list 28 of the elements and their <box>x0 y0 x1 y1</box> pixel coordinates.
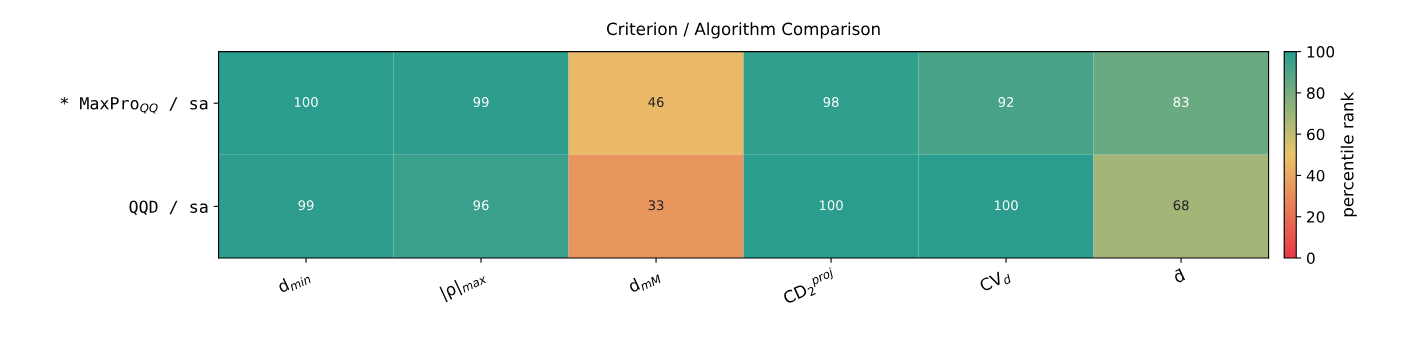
y-tick-label: QQD / sa <box>129 200 208 215</box>
color-bar-title: percentile rank <box>1340 91 1357 217</box>
data-label: 100 <box>819 200 843 211</box>
color-bar-label: 40 <box>1306 169 1325 182</box>
color-bar-label: 20 <box>1307 211 1325 223</box>
data-label: 33 <box>648 200 664 211</box>
x-tick-label: CD$_{2}$$^{proj}$ <box>781 267 838 307</box>
data-label: 92 <box>998 97 1014 108</box>
data-label: 46 <box>648 97 664 108</box>
data-label: 68 <box>1173 200 1189 211</box>
color-bar-label: 80 <box>1307 87 1325 99</box>
x-tick-label: d$_{mM}$ <box>627 268 662 296</box>
data-label: 83 <box>1173 97 1189 108</box>
color-bar-label: 100 <box>1307 46 1335 58</box>
data-label: 98 <box>823 97 839 108</box>
color-bar-label: 60 <box>1307 128 1325 141</box>
data-label: 100 <box>294 97 318 108</box>
data-label: 100 <box>994 200 1018 211</box>
data-label: 96 <box>473 200 489 211</box>
y-tick-label: * MaxPro$_{QQ}$ / sa <box>60 96 208 114</box>
data-label: 99 <box>298 200 314 211</box>
x-tick-label: d$_{min}$ <box>276 268 312 296</box>
color-bar-label: 0 <box>1306 252 1315 265</box>
x-tick-label: CV$_{d}$ <box>978 268 1013 295</box>
chart-title: Criterion / Algorithm Comparison <box>606 22 880 39</box>
data-label: 99 <box>473 97 489 108</box>
x-tick-label: |ρ|$_{max}$ <box>439 267 488 303</box>
x-tick-label: d̄ <box>1172 268 1186 284</box>
